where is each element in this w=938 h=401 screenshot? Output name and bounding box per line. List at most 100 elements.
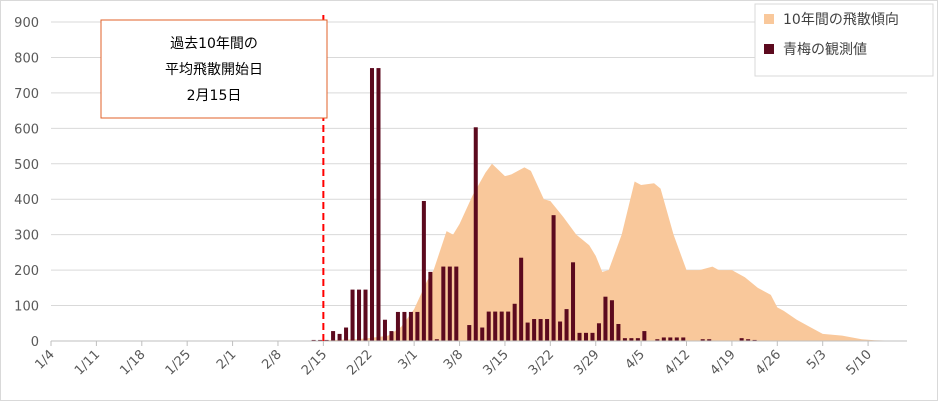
x-tick-label: 3/8 <box>441 347 466 372</box>
x-tick-label: 1/25 <box>163 347 194 378</box>
x-tick-label: 4/26 <box>753 347 784 378</box>
x-tick-label: 4/12 <box>662 347 693 378</box>
legend-swatch-1 <box>764 44 774 54</box>
legend-swatch-0 <box>764 14 774 24</box>
y-tick-label: 0 <box>31 335 39 350</box>
bar-3-29 <box>596 323 601 341</box>
bar-3-19 <box>532 319 537 341</box>
bar-3-26 <box>577 332 582 341</box>
bar-4-20 <box>739 338 744 341</box>
bar-3-13 <box>493 311 498 341</box>
bar-3-22 <box>551 215 556 341</box>
x-tick-label: 4/19 <box>707 347 738 378</box>
bar-4-9 <box>668 337 673 341</box>
bar-2-15 <box>324 339 329 341</box>
bar-2-14 <box>318 339 323 341</box>
bar-3-1 <box>415 311 420 341</box>
x-tick-label: 2/8 <box>259 347 284 372</box>
bar-4-8 <box>661 337 666 341</box>
bar-3-16 <box>512 303 517 341</box>
bar-4-21 <box>746 339 751 341</box>
annotation-line: 平均飛散開始日 <box>165 62 263 78</box>
bar-2-23 <box>376 68 381 341</box>
bar-3-5 <box>441 266 446 341</box>
bar-3-27 <box>583 332 589 341</box>
bar-3-7 <box>454 266 459 341</box>
x-tick-label: 2/1 <box>214 347 239 372</box>
bar-2-19 <box>350 289 355 341</box>
bar-2-22 <box>369 68 375 341</box>
bar-2-13 <box>311 339 316 341</box>
bar-2-21 <box>363 289 368 341</box>
area-series-trend <box>51 163 907 341</box>
annotation-line: 過去10年間の <box>170 36 258 52</box>
x-tick-label: 3/1 <box>396 347 421 372</box>
bar-4-1 <box>616 323 621 341</box>
bar-4-2 <box>622 338 627 341</box>
y-tick-label: 500 <box>14 158 39 173</box>
bar-3-15 <box>506 311 511 341</box>
bar-3-21 <box>545 319 550 341</box>
bar-3-9 <box>467 325 472 341</box>
bar-3-14 <box>499 311 504 341</box>
x-tick-label: 2/15 <box>299 347 330 378</box>
bar-3-4 <box>434 339 439 341</box>
y-tick-label: 100 <box>14 300 39 315</box>
legend-box <box>754 3 934 77</box>
bar-3-25 <box>571 262 576 341</box>
annotation-line: 2月15日 <box>187 88 242 104</box>
bar-2-28 <box>408 311 413 341</box>
bar-4-15 <box>707 339 712 341</box>
x-tick-label: 5/3 <box>804 347 829 372</box>
bar-3-30 <box>603 296 608 341</box>
bar-3-3 <box>428 271 433 341</box>
y-tick-label: 300 <box>14 229 39 244</box>
y-tick-label: 700 <box>14 87 39 102</box>
bar-4-14 <box>700 339 705 341</box>
x-tick-label: 1/11 <box>72 347 103 378</box>
bar-3-18 <box>525 322 530 341</box>
bar-2-17 <box>337 333 342 341</box>
y-tick-label: 900 <box>14 16 39 31</box>
bar-2-24 <box>382 319 387 341</box>
x-tick-label: 1/18 <box>117 347 148 378</box>
bar-3-11 <box>480 327 485 341</box>
x-tick-label: 1/4 <box>32 347 57 372</box>
x-tick-label: 3/22 <box>526 347 557 378</box>
annotation-box <box>100 19 328 119</box>
x-tick-label: 3/15 <box>481 347 512 378</box>
x-tick-label: 4/5 <box>623 347 648 372</box>
bar-3-10 <box>473 127 478 342</box>
bar-2-25 <box>389 331 394 341</box>
bar-3-23 <box>558 321 563 341</box>
bar-4-4 <box>635 338 640 341</box>
legend-label-1: 青梅の観測値 <box>783 41 867 58</box>
bar-2-20 <box>357 289 362 341</box>
bar-2-26 <box>395 311 400 341</box>
x-tick-label: 2/22 <box>344 347 375 378</box>
legend-label-0: 10年間の飛散傾向 <box>783 12 899 28</box>
bar-2-16 <box>331 331 336 341</box>
bar-4-10 <box>674 337 679 341</box>
y-tick-label: 200 <box>14 264 39 279</box>
bar-3-12 <box>486 311 491 341</box>
bar-4-11 <box>681 337 686 341</box>
bar-4-3 <box>629 338 634 341</box>
bar-3-24 <box>564 309 569 341</box>
y-tick-label: 400 <box>14 193 39 208</box>
y-tick-label: 800 <box>14 51 39 66</box>
x-tick-label: 5/10 <box>844 347 875 378</box>
bar-4-7 <box>655 339 660 341</box>
x-tick-label: 3/29 <box>571 347 602 378</box>
bar-4-22 <box>752 339 757 341</box>
bar-2-18 <box>344 327 349 341</box>
y-tick-label: 600 <box>14 122 39 137</box>
bar-3-2 <box>421 200 426 341</box>
bar-3-17 <box>519 257 524 341</box>
bar-3-20 <box>538 319 543 341</box>
bar-3-31 <box>609 300 614 341</box>
bar-4-5 <box>642 331 647 341</box>
bar-2-27 <box>402 311 407 341</box>
